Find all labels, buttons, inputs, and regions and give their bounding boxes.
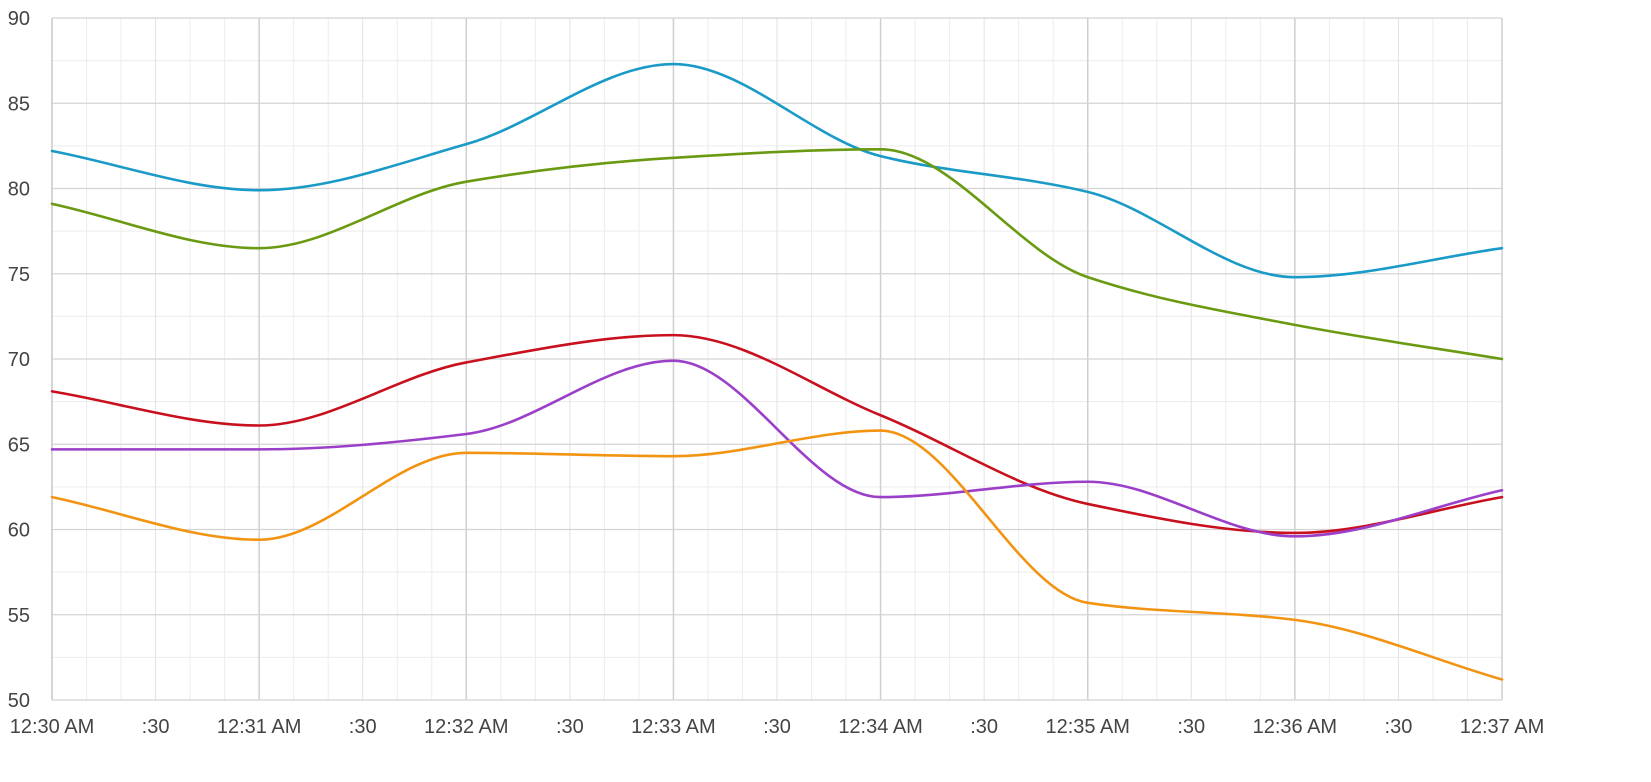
y-tick-label: 80 — [8, 179, 30, 201]
x-tick-label: :30 — [349, 716, 377, 738]
series-line-4 — [50, 359, 1504, 538]
x-tick-label: :30 — [142, 716, 170, 738]
x-tick-label: 12:35 AM — [1045, 716, 1130, 738]
series-line-5 — [50, 429, 1504, 681]
y-tick-label: 60 — [8, 520, 30, 542]
x-tick-label: 12:36 AM — [1253, 716, 1338, 738]
y-tick-label: 65 — [8, 434, 30, 456]
x-tick-label: :30 — [556, 716, 584, 738]
series-line-2 — [50, 147, 1504, 361]
y-tick-label: 70 — [8, 349, 30, 371]
series-lines — [50, 62, 1504, 681]
x-tick-label: 12:32 AM — [424, 716, 509, 738]
y-tick-label: 85 — [8, 93, 30, 115]
x-axis: 12:30 AM :30 12:31 AM :30 12:32 AM :30 12:33 A… — [10, 716, 1545, 738]
y-axis: 90 85 80 75 70 65 60 55 50 — [8, 8, 30, 712]
series-line-1 — [50, 62, 1504, 279]
x-tick-label: :30 — [970, 716, 998, 738]
x-tick-label: 12:30 AM — [10, 716, 95, 738]
y-tick-label: 75 — [8, 264, 30, 286]
x-tick-label: :30 — [1177, 716, 1205, 738]
major-gridlines — [51, 17, 1503, 701]
y-tick-label: 55 — [8, 605, 30, 627]
y-tick-label: 50 — [8, 690, 30, 712]
x-tick-label: 12:31 AM — [217, 716, 302, 738]
x-tick-label: 12:33 AM — [631, 716, 716, 738]
y-tick-label: 90 — [8, 8, 30, 30]
x-tick-label: :30 — [1385, 716, 1413, 738]
x-tick-label: :30 — [763, 716, 791, 738]
x-tick-label: 12:37 AM — [1460, 716, 1545, 738]
x-tick-label: 12:34 AM — [838, 716, 923, 738]
